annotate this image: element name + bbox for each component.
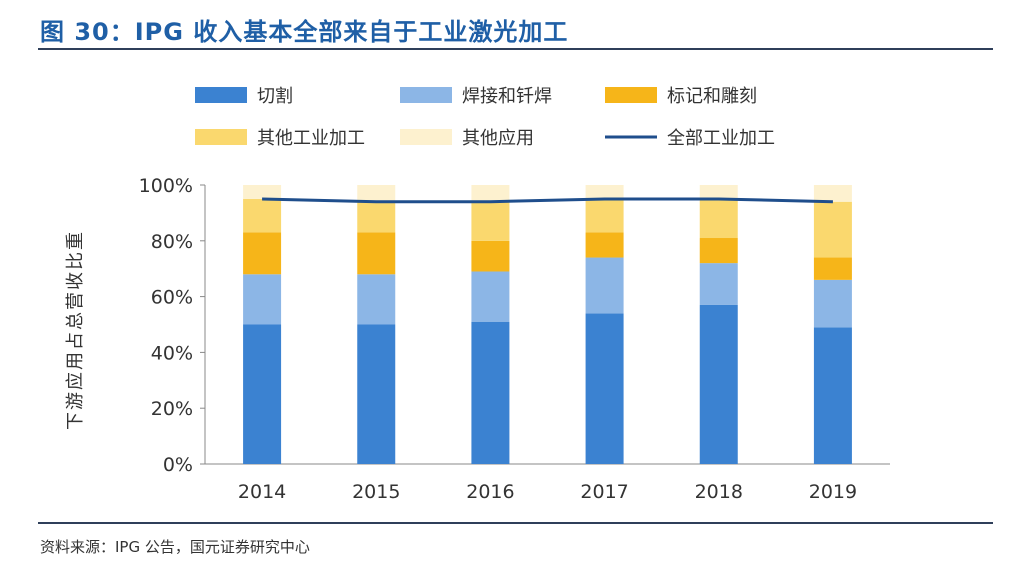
bar-segment	[585, 257, 624, 314]
legend-label: 其他应用	[462, 128, 534, 149]
bar-segment	[357, 185, 396, 202]
source-note: 资料来源：IPG 公告，国元证券研究中心	[40, 538, 310, 556]
bar-segment	[243, 324, 282, 464]
legend-label: 标记和雕刻	[667, 86, 757, 107]
legend-label: 焊接和钎焊	[462, 86, 552, 107]
y-tick-label: 0%	[163, 454, 193, 476]
axes: 0% 20% 40% 60% 80% 100% 2014 2015 2016 2017 2018 20…	[139, 175, 890, 503]
bar-segment	[471, 201, 510, 241]
bar-segment	[243, 232, 282, 275]
bar-segment	[813, 257, 852, 280]
bar-segment	[471, 321, 510, 464]
bar-segment	[357, 324, 396, 464]
legend-swatch	[195, 129, 247, 145]
bar-segment	[243, 198, 282, 233]
y-tick-label: 100%	[139, 175, 193, 197]
bar-segment	[243, 185, 282, 199]
x-tick-label: 2017	[580, 481, 628, 503]
x-tick-label: 2016	[466, 481, 514, 503]
y-tick-label: 60%	[151, 287, 193, 309]
bar-segment	[585, 313, 624, 464]
line-total-industrial	[262, 197, 833, 204]
bar-segment	[699, 238, 738, 264]
bar-segment	[585, 232, 624, 258]
y-tick-label: 20%	[151, 398, 193, 420]
bar-segment	[585, 198, 624, 233]
bar-segment	[813, 279, 852, 328]
line-series	[262, 197, 833, 204]
bar-segment	[813, 327, 852, 464]
y-tick-label: 80%	[151, 231, 193, 253]
legend-swatch	[400, 87, 452, 103]
x-tick-label: 2019	[809, 481, 857, 503]
bar-segment	[357, 201, 396, 233]
bar-segment	[471, 271, 510, 322]
legend-label: 切割	[257, 86, 293, 107]
bars	[243, 185, 852, 464]
legend-label: 全部工业加工	[667, 128, 775, 149]
legend-swatch	[195, 87, 247, 103]
bar-segment	[585, 185, 624, 199]
source-divider	[38, 522, 993, 524]
bar-segment	[699, 185, 738, 199]
bar-segment	[699, 198, 738, 239]
bar-segment	[357, 232, 396, 275]
y-axis-label: 下游应用占总营收比重	[65, 230, 86, 430]
x-tick-label: 2015	[352, 481, 400, 503]
bar-segment	[699, 304, 738, 464]
legend-swatch	[400, 129, 452, 145]
bar-segment	[471, 240, 510, 272]
title-divider	[38, 48, 993, 50]
bar-segment	[813, 185, 852, 202]
x-tick-label: 2018	[695, 481, 743, 503]
bar-segment	[357, 274, 396, 325]
bar-segment	[699, 263, 738, 305]
bar-segment	[471, 185, 510, 202]
legend-label: 其他工业加工	[257, 128, 365, 149]
figure-title: 图 30：IPG 收入基本全部来自于工业激光加工	[40, 18, 569, 46]
y-tick-label: 40%	[151, 342, 193, 364]
legend-swatch	[605, 87, 657, 103]
x-tick-label: 2014	[238, 481, 286, 503]
bar-segment	[813, 201, 852, 258]
bar-segment	[243, 274, 282, 325]
